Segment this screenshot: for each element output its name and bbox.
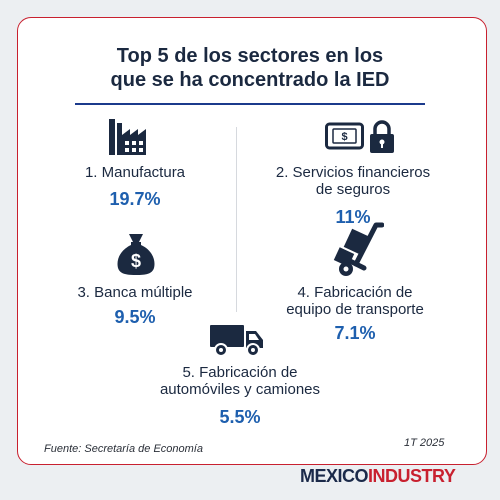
- source-note: Fuente: Secretaría de Economía: [44, 443, 203, 455]
- sector-2-label: 2. Servicios financieros de seguros: [248, 164, 458, 198]
- sector-1-value: 19.7%: [109, 189, 161, 209]
- money-lock-icon: $: [325, 120, 394, 153]
- sector-5-value: 5.5%: [219, 407, 261, 427]
- brand-logo-part-2: INDUSTRY: [368, 466, 456, 486]
- title-underline: [75, 103, 425, 105]
- period-label: 1T 2025: [404, 437, 445, 449]
- page-title: Top 5 de los sectores en los que se ha c…: [40, 44, 460, 92]
- sector-3-label-line-1: 3. Banca múltiple: [77, 284, 193, 301]
- sector-5-label-line-1: 5. Fabricación de: [182, 364, 298, 381]
- sector-2-label-line-1: 2. Servicios financieros: [275, 164, 431, 181]
- column-divider: [236, 127, 237, 312]
- truck-icon: [210, 325, 263, 357]
- sector-5-label-line-2: automóviles y camiones: [159, 381, 321, 398]
- sector-1-label: 1. Manufactura: [40, 164, 230, 181]
- sector-1-label-line-1: 1. Manufactura: [84, 164, 186, 181]
- title-line-2: que se ha concentrado la IED: [110, 69, 390, 91]
- sector-3-label: 3. Banca múltiple: [40, 284, 230, 301]
- title-line-1: Top 5 de los sectores en los: [116, 45, 384, 67]
- brand-logo-part-1: MEXICO: [300, 466, 369, 486]
- sector-4-label: 4. Fabricación de equipo de transporte: [250, 284, 460, 318]
- factory-icon: [109, 119, 146, 155]
- sector-4-label-line-1: 4. Fabricación de: [297, 284, 413, 301]
- sector-4-value: 7.1%: [334, 323, 376, 343]
- sector-2-value: 11%: [335, 207, 371, 227]
- sector-4-label-line-2: equipo de transporte: [286, 301, 424, 318]
- money-bag-icon: $: [117, 234, 155, 275]
- infographic-card: [17, 17, 487, 465]
- svg-text:$: $: [131, 251, 141, 271]
- svg-text:$: $: [341, 131, 347, 143]
- hand-truck-icon: [333, 222, 384, 276]
- brand-logo: MEXICOINDUSTRY: [300, 465, 490, 487]
- sector-2-label-line-2: de seguros: [315, 181, 391, 198]
- sector-3-value: 9.5%: [114, 307, 156, 327]
- sector-5-label: 5. Fabricación de automóviles y camiones: [120, 364, 360, 398]
